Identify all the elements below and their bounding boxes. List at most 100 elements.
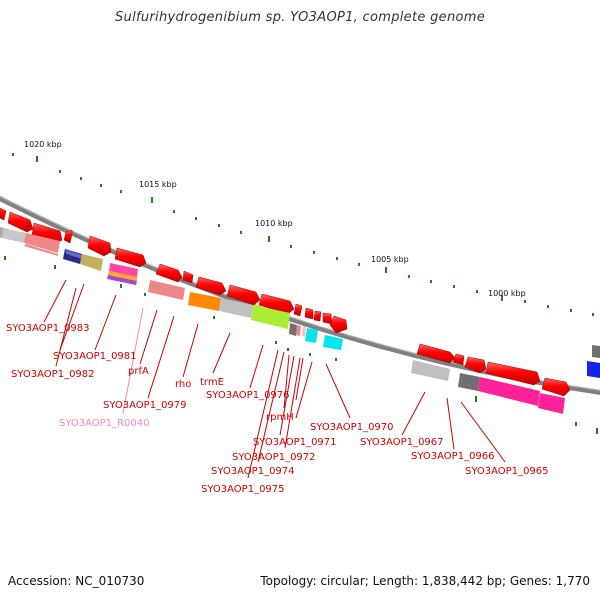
cog-block[interactable] bbox=[2, 228, 26, 243]
leader-line bbox=[460, 401, 506, 463]
inner-tick bbox=[213, 316, 215, 319]
leader-line bbox=[295, 357, 304, 401]
gene-label[interactable]: trmE bbox=[200, 377, 224, 388]
gene-label[interactable]: prfA bbox=[128, 366, 149, 377]
leader-line bbox=[139, 309, 158, 365]
major-tick bbox=[268, 236, 270, 242]
cog-block[interactable] bbox=[323, 335, 343, 350]
gene-label[interactable]: SYO3AOP1_0974 bbox=[211, 466, 295, 477]
gene-arrow[interactable] bbox=[322, 312, 333, 325]
gene-arrow[interactable] bbox=[0, 206, 7, 221]
leader-line bbox=[59, 283, 85, 351]
forward-genes bbox=[0, 206, 600, 397]
cog-block[interactable] bbox=[251, 305, 290, 329]
scale-ticks bbox=[12, 153, 594, 316]
inner-tick bbox=[54, 265, 56, 269]
gene-label[interactable]: SYO3AOP1_0981 bbox=[53, 351, 137, 362]
cog-block[interactable] bbox=[24, 233, 60, 253]
cog-block[interactable] bbox=[108, 271, 137, 281]
cog-block[interactable] bbox=[80, 254, 103, 271]
gene-label[interactable]: SYO3AOP1_0967 bbox=[360, 437, 444, 448]
inner-tick bbox=[575, 422, 577, 426]
cog-block[interactable] bbox=[411, 360, 450, 381]
cog-block[interactable] bbox=[538, 393, 565, 414]
genome-title: Sulfurihydrogenibium sp. YO3AOP1, comple… bbox=[114, 10, 486, 25]
inner-ticks bbox=[4, 256, 598, 434]
cog-block[interactable] bbox=[188, 292, 221, 311]
minor-tick bbox=[290, 245, 292, 248]
gene-arrow[interactable] bbox=[63, 229, 73, 244]
gene-arrow[interactable] bbox=[87, 235, 112, 257]
gene-arrow[interactable] bbox=[541, 377, 571, 397]
leader-line bbox=[55, 287, 77, 367]
gene-label[interactable]: SYO3AOP1_0972 bbox=[232, 452, 316, 463]
cog-block[interactable] bbox=[148, 280, 185, 300]
gene-label[interactable]: rpmH bbox=[266, 412, 294, 423]
cog-block[interactable] bbox=[107, 275, 137, 285]
cog-block[interactable] bbox=[587, 361, 600, 378]
minor-tick bbox=[408, 275, 410, 278]
gene-label[interactable]: SYO3AOP1_0976 bbox=[206, 390, 290, 401]
minor-tick bbox=[430, 280, 432, 283]
gene-arrow[interactable] bbox=[293, 303, 303, 317]
leader-line bbox=[279, 355, 295, 436]
minor-tick bbox=[80, 177, 82, 180]
gene-label[interactable]: SYO3AOP1_0970 bbox=[310, 422, 394, 433]
gene-label[interactable]: SYO3AOP1_0979 bbox=[103, 400, 187, 411]
gene-arrow[interactable] bbox=[452, 353, 465, 366]
minor-tick bbox=[173, 210, 175, 213]
gene-arrow[interactable] bbox=[155, 263, 183, 283]
minor-tick bbox=[59, 170, 61, 173]
leader-line bbox=[182, 323, 199, 378]
minor-tick bbox=[218, 224, 220, 227]
cog-block[interactable] bbox=[458, 373, 480, 391]
cog-block[interactable] bbox=[0, 226, 4, 238]
leader-line bbox=[283, 354, 290, 409]
cog-block[interactable] bbox=[296, 325, 301, 336]
gene-labels: SYO3AOP1_0983 SYO3AOP1_0981 SYO3AOP1_098… bbox=[6, 323, 549, 495]
minor-tick bbox=[195, 217, 197, 220]
cog-block[interactable] bbox=[109, 263, 138, 277]
inner-tick bbox=[596, 428, 598, 434]
gene-arrow[interactable] bbox=[592, 345, 600, 358]
gene-arrow[interactable] bbox=[195, 276, 227, 296]
gene-arrow[interactable] bbox=[304, 307, 314, 320]
cog-block[interactable] bbox=[289, 323, 297, 336]
genome-summary: Topology: circular; Length: 1,838,442 bp… bbox=[260, 574, 590, 588]
gene-label[interactable]: SYO3AOP1_0965 bbox=[465, 466, 549, 477]
gene-arrow[interactable] bbox=[226, 284, 261, 306]
inner-tick bbox=[275, 341, 277, 344]
inner-tick bbox=[144, 293, 146, 296]
gene-arrow[interactable] bbox=[464, 356, 487, 374]
scale-label-1020: 1020 kbp bbox=[24, 140, 62, 149]
gene-label[interactable]: SYO3AOP1_0975 bbox=[201, 484, 285, 495]
gene-arrow[interactable] bbox=[182, 270, 194, 284]
minor-tick bbox=[240, 231, 242, 234]
gene-label[interactable]: SYO3AOP1_0982 bbox=[11, 369, 95, 380]
rna-gene-label[interactable]: SYO3AOP1_R0040 bbox=[59, 418, 149, 429]
gene-label[interactable]: rho bbox=[175, 379, 191, 390]
major-tick bbox=[501, 295, 503, 301]
gene-arrow[interactable] bbox=[7, 211, 34, 233]
cog-block[interactable] bbox=[24, 244, 58, 256]
cog-block[interactable] bbox=[305, 328, 318, 343]
inner-tick bbox=[475, 396, 477, 402]
minor-tick bbox=[476, 290, 478, 293]
gene-label[interactable]: SYO3AOP1_0971 bbox=[253, 437, 337, 448]
gene-arrow[interactable] bbox=[313, 310, 322, 322]
gene-label[interactable]: SYO3AOP1_0966 bbox=[411, 451, 495, 462]
cog-block[interactable] bbox=[66, 250, 82, 259]
cog-block[interactable] bbox=[219, 298, 253, 318]
gene-arrow[interactable] bbox=[485, 361, 541, 386]
cog-block[interactable] bbox=[478, 377, 540, 406]
gene-label[interactable]: SYO3AOP1_0983 bbox=[6, 323, 90, 334]
cog-block[interactable] bbox=[302, 326, 306, 337]
gene-arrow[interactable] bbox=[329, 315, 348, 334]
gene-arrow[interactable] bbox=[416, 343, 456, 364]
inner-tick bbox=[287, 348, 289, 351]
major-tick bbox=[385, 267, 387, 273]
gene-arrow[interactable] bbox=[258, 293, 295, 315]
gene-arrow[interactable] bbox=[114, 247, 147, 268]
minor-tick bbox=[453, 285, 455, 288]
